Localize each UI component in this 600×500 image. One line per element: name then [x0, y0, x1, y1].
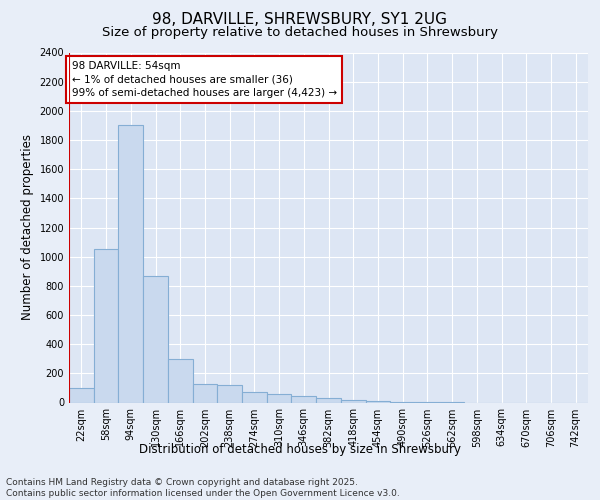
Bar: [292, 396, 316, 402]
Bar: [341, 400, 365, 402]
Bar: [168, 359, 193, 403]
Text: 98, DARVILLE, SHREWSBURY, SY1 2UG: 98, DARVILLE, SHREWSBURY, SY1 2UG: [152, 12, 448, 28]
Bar: [365, 401, 390, 402]
Bar: [118, 126, 143, 402]
Bar: [316, 398, 341, 402]
Bar: [267, 394, 292, 402]
Text: Contains HM Land Registry data © Crown copyright and database right 2025.
Contai: Contains HM Land Registry data © Crown c…: [6, 478, 400, 498]
Text: Size of property relative to detached houses in Shrewsbury: Size of property relative to detached ho…: [102, 26, 498, 39]
Y-axis label: Number of detached properties: Number of detached properties: [21, 134, 34, 320]
Bar: [94, 250, 118, 402]
Text: 98 DARVILLE: 54sqm
← 1% of detached houses are smaller (36)
99% of semi-detached: 98 DARVILLE: 54sqm ← 1% of detached hous…: [71, 61, 337, 98]
Text: Distribution of detached houses by size in Shrewsbury: Distribution of detached houses by size …: [139, 442, 461, 456]
Bar: [193, 384, 217, 402]
Bar: [242, 392, 267, 402]
Bar: [69, 388, 94, 402]
Bar: [217, 385, 242, 402]
Bar: [143, 276, 168, 402]
